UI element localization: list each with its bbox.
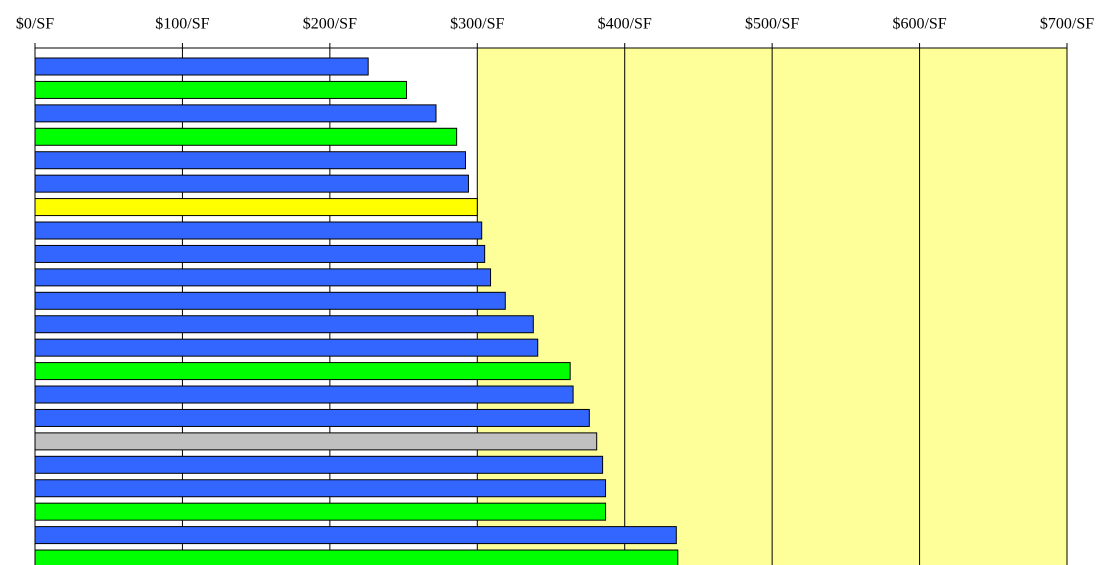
bar	[34, 526, 677, 545]
bar	[34, 338, 539, 357]
x-tick-label: $100/SF	[155, 16, 209, 33]
bar	[34, 502, 607, 521]
bar	[34, 221, 483, 240]
bar	[34, 198, 478, 217]
bar	[34, 362, 571, 381]
bar	[34, 408, 590, 427]
bar	[34, 57, 369, 76]
x-tick-label: $200/SF	[303, 16, 357, 33]
bar	[34, 291, 506, 310]
bar	[34, 104, 437, 123]
bar	[34, 268, 492, 287]
x-tick-label: $400/SF	[598, 16, 652, 33]
bar	[34, 174, 469, 193]
bar	[34, 432, 598, 451]
bar	[34, 549, 679, 565]
bar	[34, 127, 458, 146]
bar	[34, 80, 408, 99]
bar	[34, 455, 604, 474]
x-tick-label: $0/SF	[16, 16, 54, 33]
bar	[34, 244, 486, 263]
x-tick-label: $700/SF	[1040, 16, 1094, 33]
x-tick-label: $600/SF	[892, 16, 946, 33]
bar	[34, 151, 466, 170]
x-tick-label: $500/SF	[745, 16, 799, 33]
bar	[34, 479, 607, 498]
bar	[34, 315, 534, 334]
bar	[34, 385, 574, 404]
x-tick-label: $300/SF	[450, 16, 504, 33]
